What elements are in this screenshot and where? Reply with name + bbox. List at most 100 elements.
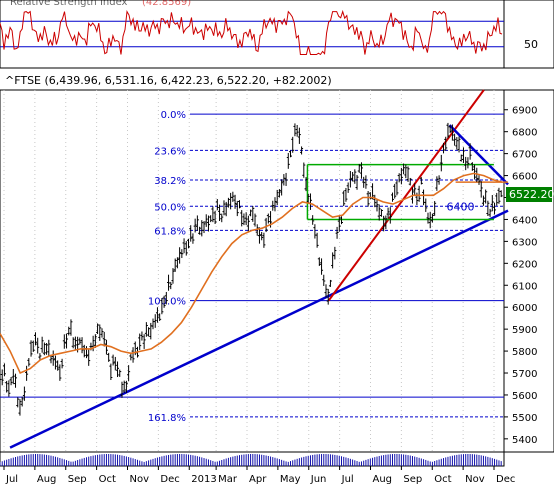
x-tick-label: Aug: [37, 474, 57, 485]
price-bar: [213, 210, 217, 225]
x-tick-label: Nov: [130, 474, 150, 485]
y-tick-label: 5500: [512, 413, 537, 424]
rsi-axis-tick: 50: [524, 38, 538, 51]
price-bar: [200, 220, 204, 237]
price-bar: [104, 339, 108, 355]
price-bar: [430, 213, 434, 223]
y-tick-label: 6700: [512, 150, 537, 161]
price-bar: [435, 176, 439, 191]
price-bar: [155, 307, 159, 323]
price-bar: [109, 363, 113, 381]
price-bar: [333, 246, 337, 260]
price-bar: [379, 209, 383, 217]
price-bar: [484, 189, 488, 204]
price-bar: [362, 176, 366, 188]
price-bar: [461, 147, 465, 164]
rsi-axis-area: [503, 0, 554, 69]
price-bar: [131, 347, 135, 363]
price-bar: [439, 154, 443, 172]
price-bar: [40, 336, 44, 353]
price-bar: [20, 396, 24, 407]
last-price-box: [506, 187, 552, 202]
x-tick-label: Dec: [496, 474, 515, 485]
price-bar: [448, 125, 452, 134]
price-bar: [122, 380, 126, 393]
price-bar: [142, 334, 146, 349]
price-bar: [209, 215, 213, 223]
price-bar: [419, 177, 423, 185]
fib-level-label: 38.2%: [154, 176, 186, 187]
price-bar: [495, 192, 499, 206]
price-bar: [382, 215, 386, 232]
price-bar: [384, 215, 388, 230]
price-bar: [5, 380, 9, 393]
price-bar: [286, 153, 290, 169]
price-bar: [490, 195, 494, 212]
price-bar: [273, 197, 277, 212]
price-bar: [206, 215, 210, 232]
y-tick-label: 5600: [512, 391, 537, 402]
price-bar: [226, 197, 230, 208]
price-bar: [282, 174, 286, 186]
price-bar: [277, 189, 281, 198]
price-bar: [295, 125, 299, 137]
price-bar: [167, 274, 171, 291]
price-bar: [204, 214, 208, 227]
y-tick-label: 5700: [512, 369, 537, 380]
price-bar: [406, 166, 410, 182]
rsi-panel-frame: [0, 0, 505, 69]
price-bar: [293, 123, 297, 137]
time-axis-layer: Jul Aug Sep Oct Nov Dec 2013 Mar Apr May Jun Jul Aug…: [3, 466, 515, 485]
price-bar: [260, 231, 264, 241]
price-bar: [191, 233, 195, 244]
price-bar: [357, 163, 361, 173]
price-bar: [62, 334, 66, 349]
price-bar: [16, 397, 20, 408]
price-bar: [195, 215, 199, 231]
price-axis-area: [503, 89, 554, 453]
x-tick-label: Apr: [249, 474, 267, 485]
price-bar: [124, 380, 128, 393]
price-bar: [33, 332, 37, 346]
price-bar: [169, 281, 173, 290]
price-bar: [473, 164, 477, 180]
x-tick-label: Mar: [218, 474, 238, 485]
price-bar: [468, 143, 472, 160]
fib-level-label: 100.0%: [148, 297, 186, 308]
price-bar: [193, 218, 197, 233]
price-bar: [113, 356, 117, 371]
price-bar: [0, 369, 4, 386]
price-panel-frame: [0, 89, 505, 453]
rsi-line: [0, 9, 503, 56]
price-bar: [386, 207, 390, 219]
price-bar: [164, 291, 168, 305]
price-bar: [317, 257, 321, 266]
price-bar: [297, 127, 301, 144]
price-bar: [346, 182, 350, 193]
price-bar: [14, 373, 18, 388]
price-bars-layer: [0, 122, 503, 416]
price-bar: [242, 213, 246, 226]
price-bar: [442, 142, 446, 154]
price-bar: [364, 175, 368, 189]
price-bar: [73, 336, 77, 350]
y-tick-label: 5800: [512, 347, 537, 358]
x-tick-label: Aug: [373, 474, 393, 485]
price-bar: [98, 324, 102, 341]
price-bar: [320, 258, 324, 275]
price-bar: [96, 323, 100, 334]
price-bar: [455, 137, 459, 150]
price-bar: [304, 177, 308, 192]
price-bar: [353, 169, 357, 184]
price-header: ^FTSE (6,439.96, 6,531.16, 6,422.23, 6,5…: [5, 74, 332, 87]
volume-layer: [0, 454, 502, 466]
fib-level-label: 61.8%: [154, 226, 186, 237]
support-trendline: [9, 209, 509, 449]
price-bar: [180, 249, 184, 259]
price-bar: [22, 386, 26, 401]
last-price-label: 6522.20: [509, 188, 554, 201]
price-bar: [249, 209, 253, 217]
price-bar: [235, 200, 239, 217]
